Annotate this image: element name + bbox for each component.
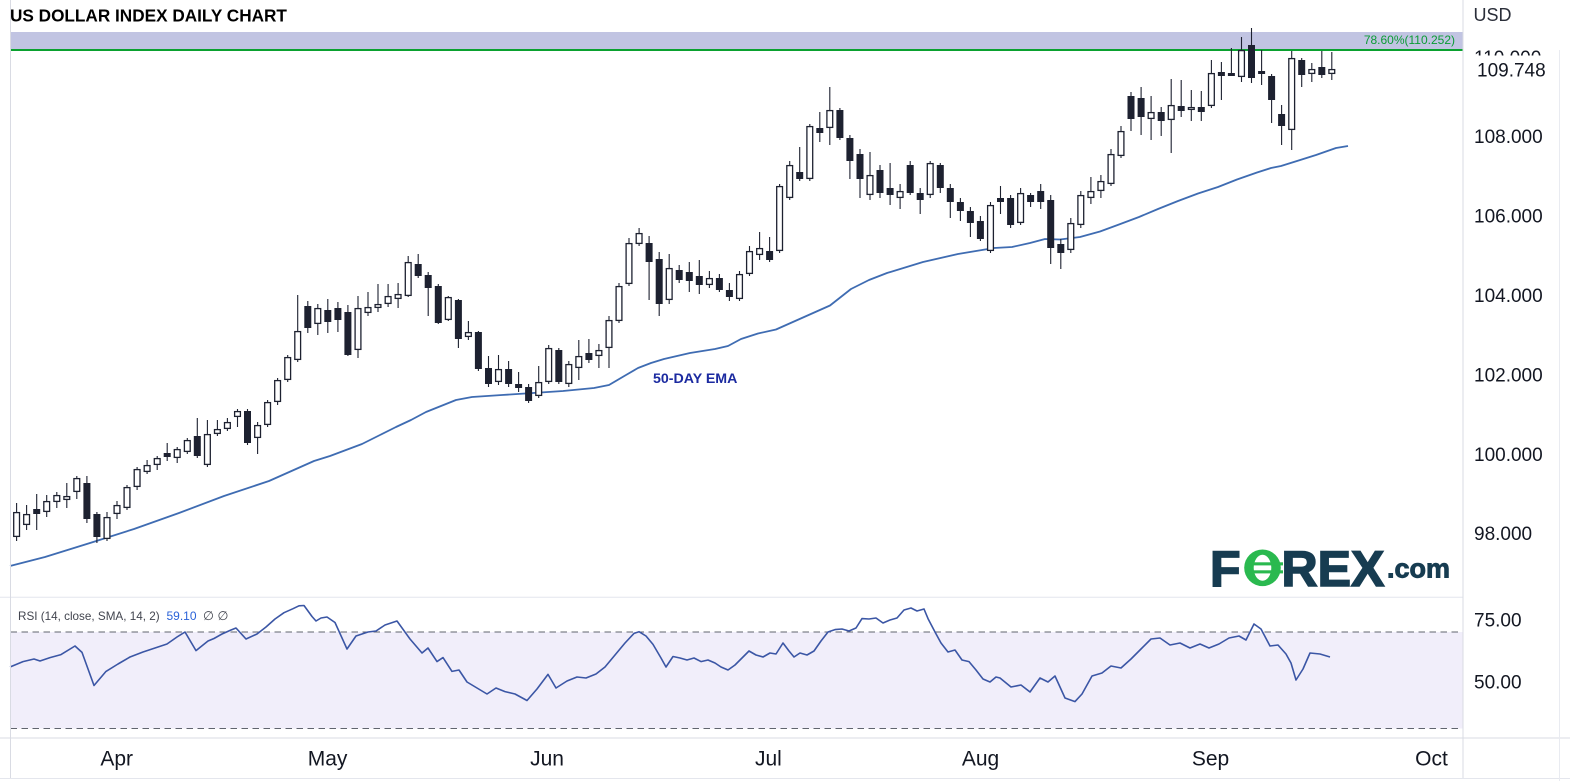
svg-text:Jul: Jul xyxy=(755,748,782,771)
svg-text:.com: .com xyxy=(1387,554,1450,584)
svg-text:REX: REX xyxy=(1282,541,1385,597)
svg-text:50-DAY EMA: 50-DAY EMA xyxy=(653,371,737,387)
svg-text:75.00: 75.00 xyxy=(1474,611,1522,632)
svg-text:US DOLLAR INDEX DAILY CHART: US DOLLAR INDEX DAILY CHART xyxy=(10,6,287,26)
svg-text:Sep: Sep xyxy=(1192,748,1229,771)
svg-text:108.000: 108.000 xyxy=(1474,127,1543,148)
svg-text:104.000: 104.000 xyxy=(1474,286,1543,307)
svg-text:50.00: 50.00 xyxy=(1474,672,1522,693)
svg-text:Oct: Oct xyxy=(1415,748,1448,771)
svg-text:RSI (14, close, SMA, 14, 2)59.: RSI (14, close, SMA, 14, 2) 59.10 ∅ ∅ xyxy=(18,609,229,623)
svg-text:100.000: 100.000 xyxy=(1474,445,1543,466)
svg-text:Aug: Aug xyxy=(962,748,999,771)
svg-text:106.000: 106.000 xyxy=(1474,207,1543,228)
svg-text:Jun: Jun xyxy=(530,748,564,771)
svg-text:98.000: 98.000 xyxy=(1474,524,1532,545)
svg-text:F: F xyxy=(1210,541,1241,597)
svg-text:Apr: Apr xyxy=(100,748,133,771)
svg-text:109.748: 109.748 xyxy=(1477,61,1546,82)
svg-text:102.000: 102.000 xyxy=(1474,365,1543,386)
svg-text:78.60%(110.252): 78.60%(110.252) xyxy=(1364,33,1455,47)
svg-text:USD: USD xyxy=(1474,5,1512,25)
svg-text:May: May xyxy=(308,748,348,771)
